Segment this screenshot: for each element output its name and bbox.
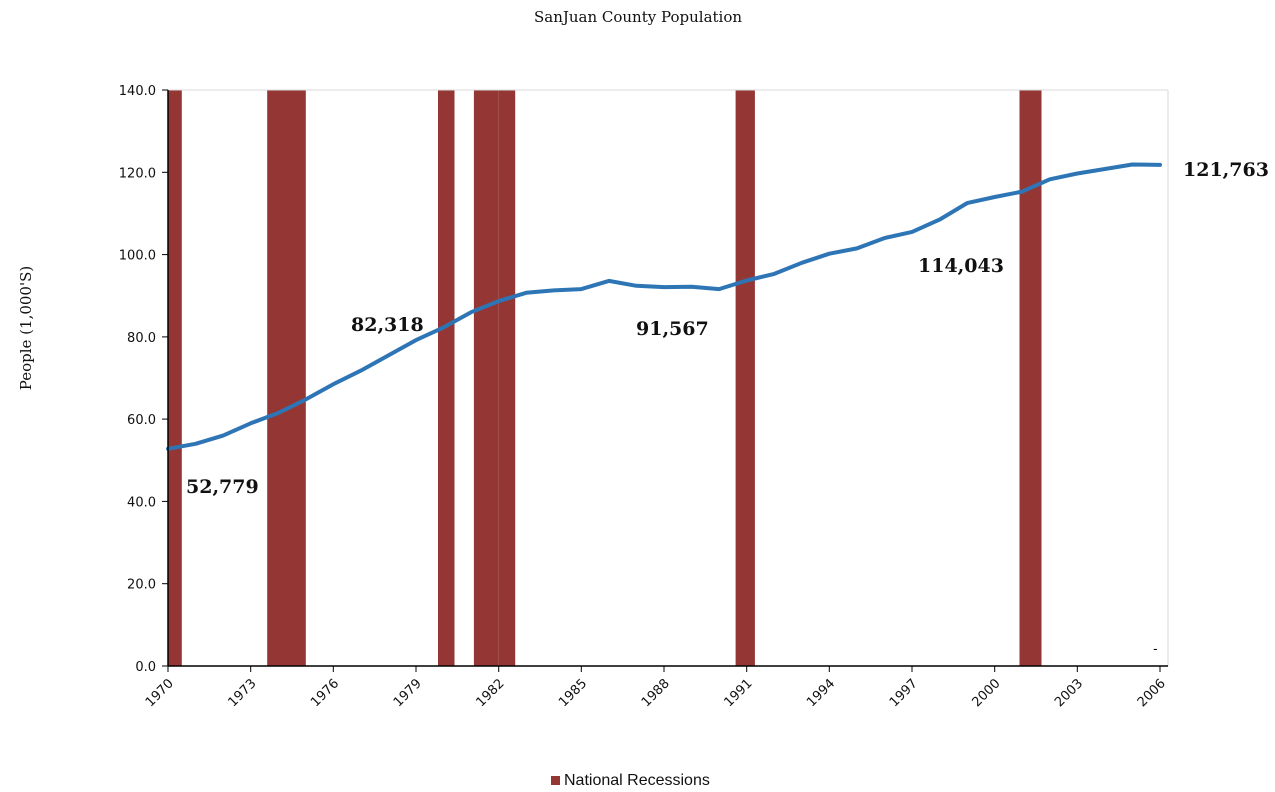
y-tick-label: 100.0	[119, 249, 156, 264]
annotation-1990-value: 91,567	[636, 318, 709, 340]
chart-title: SanJuan County Population	[534, 8, 742, 26]
y-ticks: 0.0 20.0 40.0 60.0 80.0 100.0 120.0 140.0	[119, 84, 168, 675]
y-tick-label: 20.0	[127, 578, 156, 593]
y-tick-label: 80.0	[127, 331, 156, 346]
y-tick-label: 0.0	[135, 660, 156, 675]
recession-bar	[1019, 90, 1042, 666]
recession-bar	[473, 90, 499, 666]
recession-bar	[735, 90, 755, 666]
x-tick-label: 1994	[804, 676, 838, 710]
recession-bars	[168, 90, 1042, 666]
x-tick-label: 1973	[226, 676, 260, 710]
legend-swatch-recessions	[551, 776, 560, 785]
legend: National Recessions	[551, 772, 710, 789]
y-tick-label: 140.0	[119, 84, 156, 99]
x-tick-label: 1988	[639, 676, 673, 710]
annotation-2006-value: 121,763	[1183, 159, 1269, 181]
x-tick-label: 2006	[1135, 676, 1169, 710]
y-tick-label: 60.0	[127, 413, 156, 428]
x-tick-label: 1970	[143, 676, 177, 710]
x-tick-label: 1982	[474, 676, 508, 710]
recession-bar	[168, 90, 182, 666]
legend-label-recessions: National Recessions	[564, 772, 710, 789]
y-axis-label: People (1,000'S)	[17, 266, 35, 390]
x-tick-label: 1985	[556, 676, 590, 710]
data-annotations: 52,779 82,318 91,567 114,043 121,763 -	[186, 159, 1269, 657]
annotation-1980-value: 82,318	[351, 314, 424, 336]
recession-bar	[438, 90, 455, 666]
x-tick-label: 1997	[887, 676, 921, 710]
annotation-dash: -	[1153, 642, 1158, 657]
x-ticks: 1970 1973 1976 1979 1982 1985 1988 1991 1994 1997…	[143, 666, 1169, 710]
population-line	[166, 162, 1162, 451]
x-tick-label: 1976	[308, 676, 342, 710]
population-line-group	[166, 162, 1162, 451]
axes	[167, 89, 1169, 667]
x-tick-label: 1991	[722, 676, 756, 710]
recession-bar	[498, 90, 516, 666]
recession-bar	[267, 90, 306, 666]
annotation-1970-value: 52,779	[186, 476, 259, 498]
x-tick-label: 1979	[391, 676, 425, 710]
y-tick-label: 120.0	[119, 166, 156, 181]
x-tick-label: 2003	[1052, 676, 1086, 710]
x-tick-label: 2000	[970, 676, 1004, 710]
y-tick-label: 40.0	[127, 495, 156, 510]
annotation-2000-value: 114,043	[918, 255, 1004, 277]
